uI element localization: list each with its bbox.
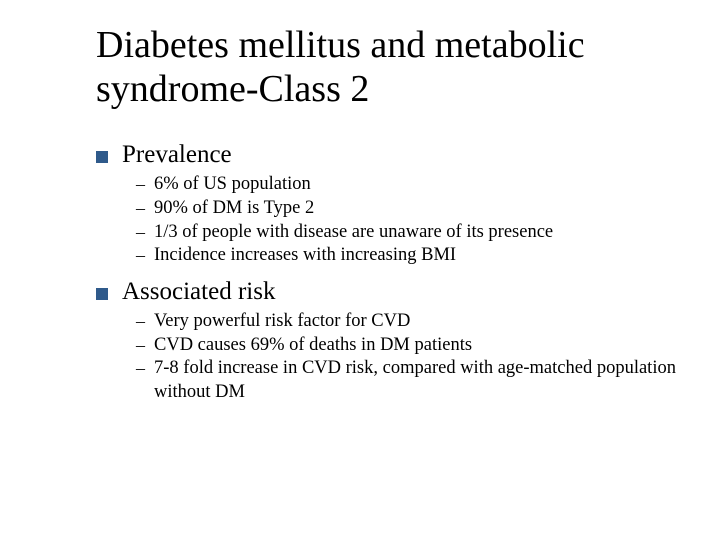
sub-list: – Very powerful risk factor for CVD – CV… — [136, 310, 680, 405]
bullet-level1: Associated risk — [96, 278, 680, 306]
slide-title: Diabetes mellitus and metabolic syndrome… — [96, 24, 680, 111]
dash-icon: – — [136, 173, 154, 196]
list-item-text: CVD causes 69% of deaths in DM patients — [154, 334, 472, 358]
level1-heading: Associated risk — [122, 278, 275, 306]
list-item-text: 6% of US population — [154, 173, 311, 197]
square-bullet-icon — [96, 151, 108, 163]
list-item-text: Very powerful risk factor for CVD — [154, 310, 410, 334]
list-item: – CVD causes 69% of deaths in DM patient… — [136, 334, 680, 358]
list-item: – 1/3 of people with disease are unaware… — [136, 221, 680, 245]
dash-icon: – — [136, 197, 154, 220]
dash-icon: – — [136, 244, 154, 267]
list-item-text: 90% of DM is Type 2 — [154, 197, 314, 221]
list-item: – 7-8 fold increase in CVD risk, compare… — [136, 357, 680, 404]
dash-icon: – — [136, 310, 154, 333]
slide: Diabetes mellitus and metabolic syndrome… — [0, 0, 720, 540]
list-item-text: 1/3 of people with disease are unaware o… — [154, 221, 553, 245]
list-item-text: Incidence increases with increasing BMI — [154, 244, 456, 268]
list-item: – 90% of DM is Type 2 — [136, 197, 680, 221]
bullet-level1: Prevalence — [96, 141, 680, 169]
list-item: – Incidence increases with increasing BM… — [136, 244, 680, 268]
sub-list: – 6% of US population – 90% of DM is Typ… — [136, 173, 680, 268]
dash-icon: – — [136, 221, 154, 244]
square-bullet-icon — [96, 288, 108, 300]
dash-icon: – — [136, 334, 154, 357]
list-item: – Very powerful risk factor for CVD — [136, 310, 680, 334]
list-item: – 6% of US population — [136, 173, 680, 197]
level1-heading: Prevalence — [122, 141, 232, 169]
dash-icon: – — [136, 357, 154, 380]
list-item-text: 7-8 fold increase in CVD risk, compared … — [154, 357, 680, 404]
